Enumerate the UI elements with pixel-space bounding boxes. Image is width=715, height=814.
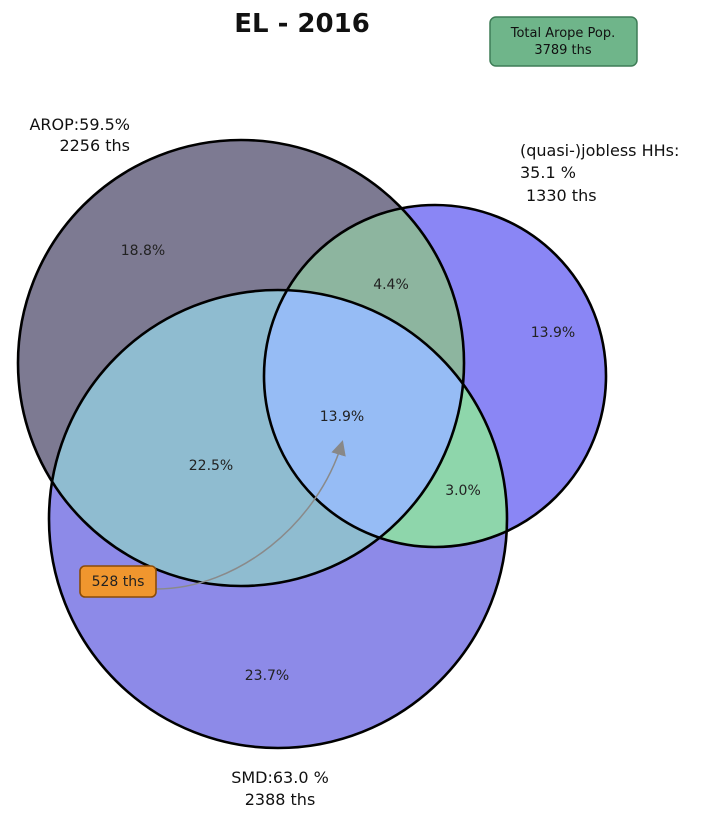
region-jobless-smd: 3.0% [445,483,481,499]
total-arope-box: Total Arope Pop. 3789 ths [489,16,638,67]
arop-set-label: AROP:59.5% 2256 ths [29,115,130,155]
callout-text: 528 ths [92,574,145,590]
region-all-three: 13.9% [320,409,364,425]
jobless-label-line1: (quasi-)jobless HHs: [520,141,679,160]
region-jobless-only: 13.9% [531,325,575,341]
region-smd-only: 23.7% [245,668,289,684]
total-arope-line2: 3789 ths [534,43,592,58]
jobless-label-line2: 35.1 % [520,163,576,182]
arop-circle-outline [16,138,466,588]
overlap-fills [49,205,507,586]
region-arop-smd: 22.5% [189,458,233,474]
jobless-set-label: (quasi-)jobless HHs: 35.1 % 1330 ths [520,141,679,205]
jobless-circle-outline [262,203,608,549]
callout-arrow [155,440,346,590]
circle-outlines [16,138,608,750]
jobless-label-line3: 1330 ths [526,186,597,205]
arop-label-line1: AROP:59.5% [29,115,130,134]
chart-title: EL - 2016 [234,9,370,39]
total-arope-line1: Total Arope Pop. [510,26,616,41]
region-arop-only: 18.8% [121,243,165,259]
region-arop-jobless: 4.4% [373,277,409,293]
callout-box: 528 ths [79,565,157,598]
smd-label-line1: SMD:63.0 % [231,768,329,787]
smd-label-line2: 2388 ths [245,790,316,809]
arop-label-line2: 2256 ths [59,136,130,155]
smd-set-label: SMD:63.0 % 2388 ths [231,768,329,809]
smd-circle-outline [47,288,509,750]
